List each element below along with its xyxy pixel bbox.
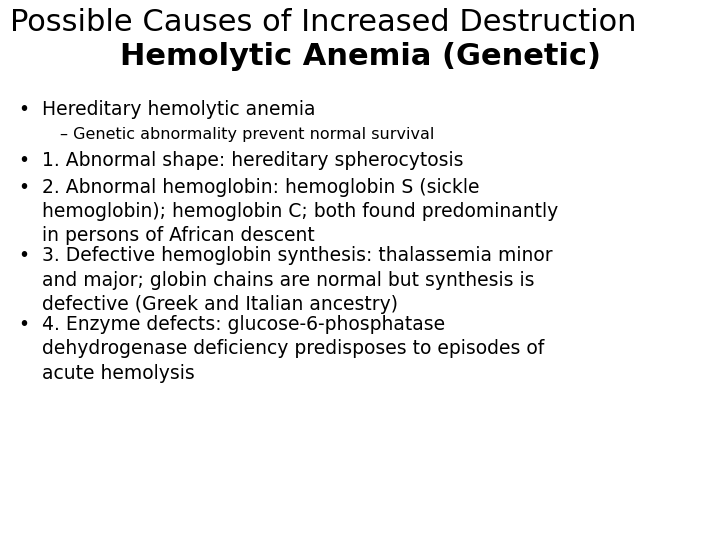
Text: 1. Abnormal shape: hereditary spherocytosis: 1. Abnormal shape: hereditary spherocyto… [42,151,464,170]
Text: 2. Abnormal hemoglobin: hemoglobin S (sickle
hemoglobin); hemoglobin C; both fou: 2. Abnormal hemoglobin: hemoglobin S (si… [42,178,558,245]
Text: •: • [18,246,29,266]
Text: •: • [18,178,29,197]
Text: 4. Enzyme defects: glucose-6-phosphatase
dehydrogenase deficiency predisposes to: 4. Enzyme defects: glucose-6-phosphatase… [42,315,544,383]
Text: Possible Causes of Increased Destruction: Possible Causes of Increased Destruction [10,8,636,37]
Text: Hereditary hemolytic anemia: Hereditary hemolytic anemia [42,100,315,119]
Text: Hemolytic Anemia (Genetic): Hemolytic Anemia (Genetic) [120,42,600,71]
Text: •: • [18,151,29,170]
Text: – Genetic abnormality prevent normal survival: – Genetic abnormality prevent normal sur… [60,127,434,142]
Text: •: • [18,100,29,119]
Text: 3. Defective hemoglobin synthesis: thalassemia minor
and major; globin chains ar: 3. Defective hemoglobin synthesis: thala… [42,246,553,314]
Text: •: • [18,315,29,334]
